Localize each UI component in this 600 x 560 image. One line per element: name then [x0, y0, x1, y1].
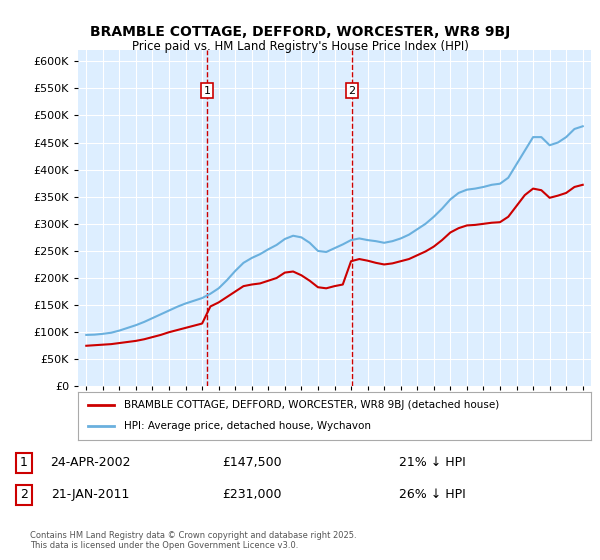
Text: BRAMBLE COTTAGE, DEFFORD, WORCESTER, WR8 9BJ: BRAMBLE COTTAGE, DEFFORD, WORCESTER, WR8…: [90, 25, 510, 39]
Text: HPI: Average price, detached house, Wychavon: HPI: Average price, detached house, Wych…: [124, 421, 371, 431]
Text: 2: 2: [349, 86, 355, 96]
Text: 24-APR-2002: 24-APR-2002: [50, 456, 130, 469]
Text: 26% ↓ HPI: 26% ↓ HPI: [398, 488, 466, 501]
Text: 21-JAN-2011: 21-JAN-2011: [51, 488, 129, 501]
Text: £231,000: £231,000: [222, 488, 282, 501]
Text: 1: 1: [20, 456, 28, 469]
Text: Contains HM Land Registry data © Crown copyright and database right 2025.
This d: Contains HM Land Registry data © Crown c…: [30, 530, 356, 550]
Text: £147,500: £147,500: [222, 456, 282, 469]
Text: BRAMBLE COTTAGE, DEFFORD, WORCESTER, WR8 9BJ (detached house): BRAMBLE COTTAGE, DEFFORD, WORCESTER, WR8…: [124, 400, 499, 410]
Text: 2: 2: [20, 488, 28, 501]
Text: 21% ↓ HPI: 21% ↓ HPI: [398, 456, 466, 469]
Text: Price paid vs. HM Land Registry's House Price Index (HPI): Price paid vs. HM Land Registry's House …: [131, 40, 469, 53]
Text: 1: 1: [203, 86, 211, 96]
